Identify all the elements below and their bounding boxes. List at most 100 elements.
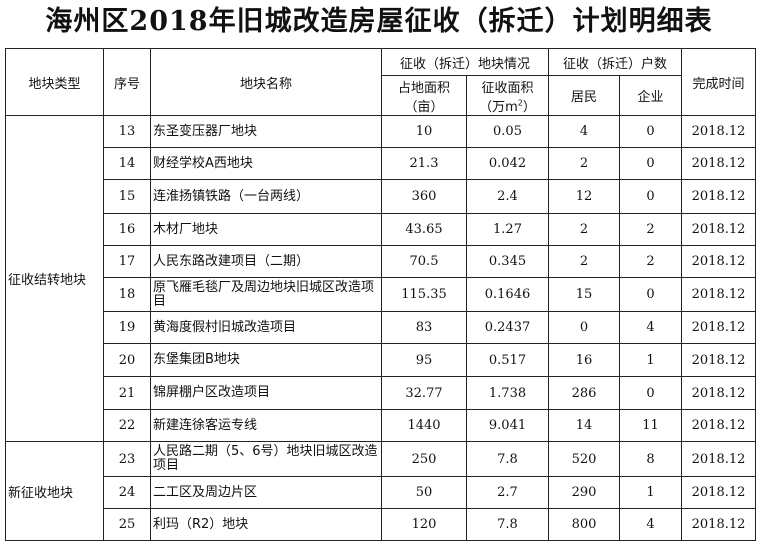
header-residents: 居民 [548, 75, 621, 116]
row-finish: 2018.12 [681, 409, 757, 442]
row-seq: 13 [103, 115, 151, 148]
row-name: 人民东路改建项目（二期） [150, 245, 382, 278]
row-enterprises: 8 [619, 441, 683, 477]
table-row: 21 锦屏棚户区改造项目 32.77 1.738 286 0 2018.12 [6, 376, 757, 410]
table-row: 15 连淮扬镇铁路（一台两线） 360 2.4 12 0 2018.12 [6, 179, 757, 214]
row-enterprises: 2 [619, 245, 683, 278]
row-collect-area: 0.517 [465, 343, 550, 377]
table-row: 19 黄海度假村旧城改造项目 83 0.2437 0 4 2018.12 [6, 311, 757, 344]
row-residents: 16 [548, 343, 621, 377]
row-residents: 520 [548, 441, 621, 477]
row-residents: 14 [548, 409, 621, 442]
row-seq: 22 [103, 409, 151, 442]
row-seq: 16 [103, 213, 151, 246]
table-row: 新征收地块 23 人民路二期（5、6号）地块旧城区改造项目 250 7.8 520 8 201… [5, 441, 757, 541]
row-collect-area: 7.8 [465, 441, 550, 477]
row-name: 新建连徐客运专线 [150, 409, 382, 442]
header-collect-area: 征收面积（万m2） [465, 75, 550, 116]
table-row: 25 利玛（R2）地块 120 7.8 800 4 2018.12 [6, 508, 757, 541]
row-land-area: 95 [381, 343, 467, 377]
row-finish: 2018.12 [681, 441, 757, 477]
plan-table: 地块类型 序号 地块名称 征收（拆迁）地块情况 征收（拆迁）户数 完成时间 占地… [5, 48, 757, 541]
table-row: 22 新建连徐客运专线 1440 9.041 14 11 2018.12 [6, 409, 757, 442]
row-residents: 2 [548, 213, 621, 246]
row-name: 东堡集团B地块 [150, 343, 382, 377]
table-row: 14 财经学校A西地块 21.3 0.042 2 0 2018.12 [6, 147, 757, 180]
row-name: 原飞雁毛毯厂及周边地块旧城区改造项目 [150, 277, 382, 312]
table-row: 18 原飞雁毛毯厂及周边地块旧城区改造项目 115.35 0.1646 15 0 2018.… [6, 277, 757, 312]
row-collect-area: 2.7 [465, 476, 550, 509]
row-name: 锦屏棚户区改造项目 [150, 376, 382, 410]
row-seq: 25 [103, 508, 151, 541]
header-seq: 序号 [103, 48, 151, 116]
row-land-area: 115.35 [381, 277, 467, 312]
row-finish: 2018.12 [681, 376, 757, 410]
row-residents: 4 [548, 115, 621, 148]
row-seq: 14 [103, 147, 151, 180]
table-row: 征收结转地块 13 东圣变压器厂地块 10 0.05 4 0 2018.12 [5, 115, 757, 442]
row-name: 木材厂地块 [150, 213, 382, 246]
row-name: 连淮扬镇铁路（一台两线） [150, 179, 382, 214]
header-name: 地块名称 [150, 48, 382, 116]
row-seq: 19 [103, 311, 151, 344]
row-collect-area: 9.041 [465, 409, 550, 442]
row-land-area: 50 [381, 476, 467, 509]
row-finish: 2018.12 [681, 115, 757, 148]
row-land-area: 250 [381, 441, 467, 477]
row-finish: 2018.12 [681, 508, 757, 541]
table-row: 20 东堡集团B地块 95 0.517 16 1 2018.12 [6, 343, 757, 377]
table-row: 24 二工区及周边片区 50 2.7 290 1 2018.12 [6, 476, 757, 509]
row-seq: 23 [103, 441, 151, 477]
row-collect-area: 0.042 [465, 147, 550, 180]
table-row: 17 人民东路改建项目（二期） 70.5 0.345 2 2 2018.12 [6, 245, 757, 278]
row-seq: 18 [103, 277, 151, 312]
row-collect-area: 0.345 [465, 245, 550, 278]
row-residents: 15 [548, 277, 621, 312]
row-enterprises: 4 [619, 508, 683, 541]
row-collect-area: 2.4 [465, 179, 550, 214]
header-type: 地块类型 [5, 48, 104, 116]
row-enterprises: 11 [619, 409, 683, 442]
row-finish: 2018.12 [681, 147, 757, 180]
header-land-area: 占地面积（亩） [381, 75, 467, 116]
row-name: 东圣变压器厂地块 [150, 115, 382, 148]
row-collect-area: 0.05 [465, 115, 550, 148]
row-land-area: 32.77 [381, 376, 467, 410]
row-name: 利玛（R2）地块 [150, 508, 382, 541]
row-enterprises: 1 [619, 343, 683, 377]
row-finish: 2018.12 [681, 213, 757, 246]
row-collect-area: 1.27 [465, 213, 550, 246]
row-land-area: 43.65 [381, 213, 467, 246]
row-land-area: 21.3 [381, 147, 467, 180]
row-seq: 21 [103, 376, 151, 410]
header-row-bottom: 占地面积（亩） 征收面积（万m2） 居民 企业 [6, 75, 756, 116]
row-enterprises: 0 [619, 179, 683, 214]
row-seq: 17 [103, 245, 151, 278]
row-land-area: 120 [381, 508, 467, 541]
row-name: 黄海度假村旧城改造项目 [150, 311, 382, 344]
row-residents: 2 [548, 245, 621, 278]
row-collect-area: 7.8 [465, 508, 550, 541]
group-type-cell: 新征收地块 [5, 441, 104, 541]
row-seq: 15 [103, 179, 151, 214]
header-enterprises: 企业 [619, 75, 683, 116]
row-residents: 286 [548, 376, 621, 410]
row-collect-area: 0.1646 [465, 277, 550, 312]
row-seq: 24 [103, 476, 151, 509]
row-residents: 800 [548, 508, 621, 541]
row-name: 二工区及周边片区 [150, 476, 382, 509]
row-enterprises: 0 [619, 115, 683, 148]
row-enterprises: 0 [619, 277, 683, 312]
row-residents: 0 [548, 311, 621, 344]
row-name: 人民路二期（5、6号）地块旧城区改造项目 [150, 441, 382, 477]
header-household-group: 征收（拆迁）户数 [548, 48, 683, 76]
row-enterprises: 0 [619, 376, 683, 410]
header-collect-area-prefix: 征收面积（万m [479, 80, 534, 115]
row-residents: 290 [548, 476, 621, 509]
row-finish: 2018.12 [681, 179, 757, 214]
row-collect-area: 0.2437 [465, 311, 550, 344]
header-area-group: 征收（拆迁）地块情况 [380, 48, 550, 76]
row-finish: 2018.12 [681, 476, 757, 509]
row-residents: 12 [548, 179, 621, 214]
